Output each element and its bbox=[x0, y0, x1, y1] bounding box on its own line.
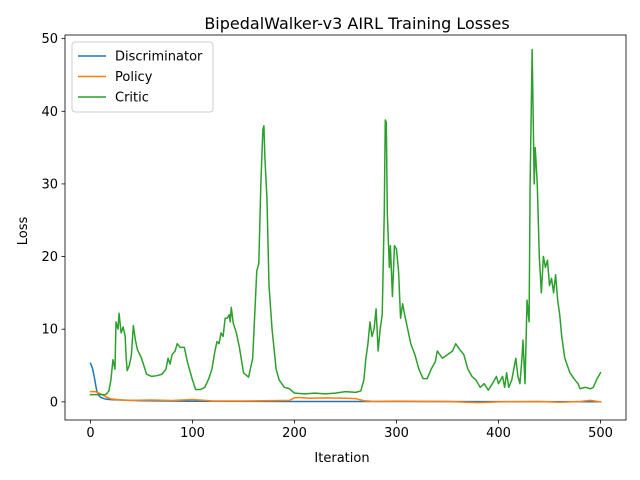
axes-layer: 0 100 200 300 400 500 0 10 20 30 40 50 bbox=[41, 32, 627, 441]
y-tick-label: 20 bbox=[41, 250, 58, 265]
x-tick-label: 100 bbox=[180, 426, 205, 441]
series-line-critic bbox=[89, 48, 602, 396]
y-tick-label: 0 bbox=[50, 395, 58, 410]
series-layer bbox=[89, 48, 602, 404]
x-tick-label: 300 bbox=[384, 426, 409, 441]
x-tick-label: 400 bbox=[486, 426, 511, 441]
y-tick-label: 10 bbox=[41, 323, 58, 338]
chart-title: BipedalWalker-v3 AIRL Training Losses bbox=[204, 14, 509, 33]
legend-box bbox=[71, 41, 214, 113]
x-axis-label: Iteration bbox=[314, 451, 369, 466]
legend: Discriminator Policy Critic bbox=[71, 41, 214, 113]
legend-label-policy: Policy bbox=[115, 70, 153, 85]
y-tick-label: 50 bbox=[41, 32, 58, 47]
plot-frame bbox=[64, 34, 627, 421]
x-tick-label: 500 bbox=[588, 426, 613, 441]
legend-label-critic: Critic bbox=[115, 91, 149, 106]
legend-label-discriminator: Discriminator bbox=[115, 50, 203, 65]
y-tick-label: 30 bbox=[41, 177, 58, 192]
y-tick-label: 40 bbox=[41, 105, 58, 120]
series-line-policy bbox=[89, 390, 602, 404]
x-tick-label: 0 bbox=[86, 426, 94, 441]
x-tick-label: 200 bbox=[282, 426, 307, 441]
y-axis-label: Loss bbox=[16, 217, 31, 246]
